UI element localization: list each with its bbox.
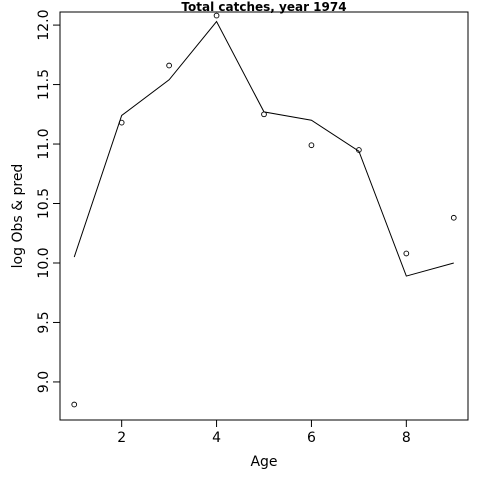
y-tick-label: 10.0 (36, 247, 52, 278)
series-layer (71, 12, 457, 408)
predicted-line (73, 20, 454, 277)
observed-point (450, 214, 457, 221)
observed-point (213, 12, 220, 19)
observed-point (166, 62, 172, 69)
observed-point (308, 142, 315, 149)
x-tick-label: 4 (212, 430, 221, 446)
y-axis-label: log Obs & pred (10, 164, 26, 269)
y-tick-label: 11.5 (36, 69, 52, 100)
x-tick-label: 6 (307, 430, 316, 446)
observed-point (403, 250, 410, 257)
axes: 2 4 6 8 9.0 9.5 10.0 10.5 11.0 11.5 12.0 (36, 9, 411, 446)
chart-title: Total catches, year 1974 (181, 0, 346, 14)
y-tick-label: 10.5 (36, 188, 52, 219)
x-tick-label: 8 (402, 430, 411, 446)
y-tick-label: 9.0 (36, 371, 52, 393)
y-tick-label: 11.0 (36, 128, 52, 159)
plot-frame (59, 11, 469, 421)
x-tick-label: 2 (117, 430, 126, 446)
y-tick-label: 12.0 (36, 9, 52, 40)
y-tick-label: 9.5 (36, 311, 52, 333)
observed-point (71, 401, 78, 408)
x-axis-label: Age (250, 454, 277, 470)
